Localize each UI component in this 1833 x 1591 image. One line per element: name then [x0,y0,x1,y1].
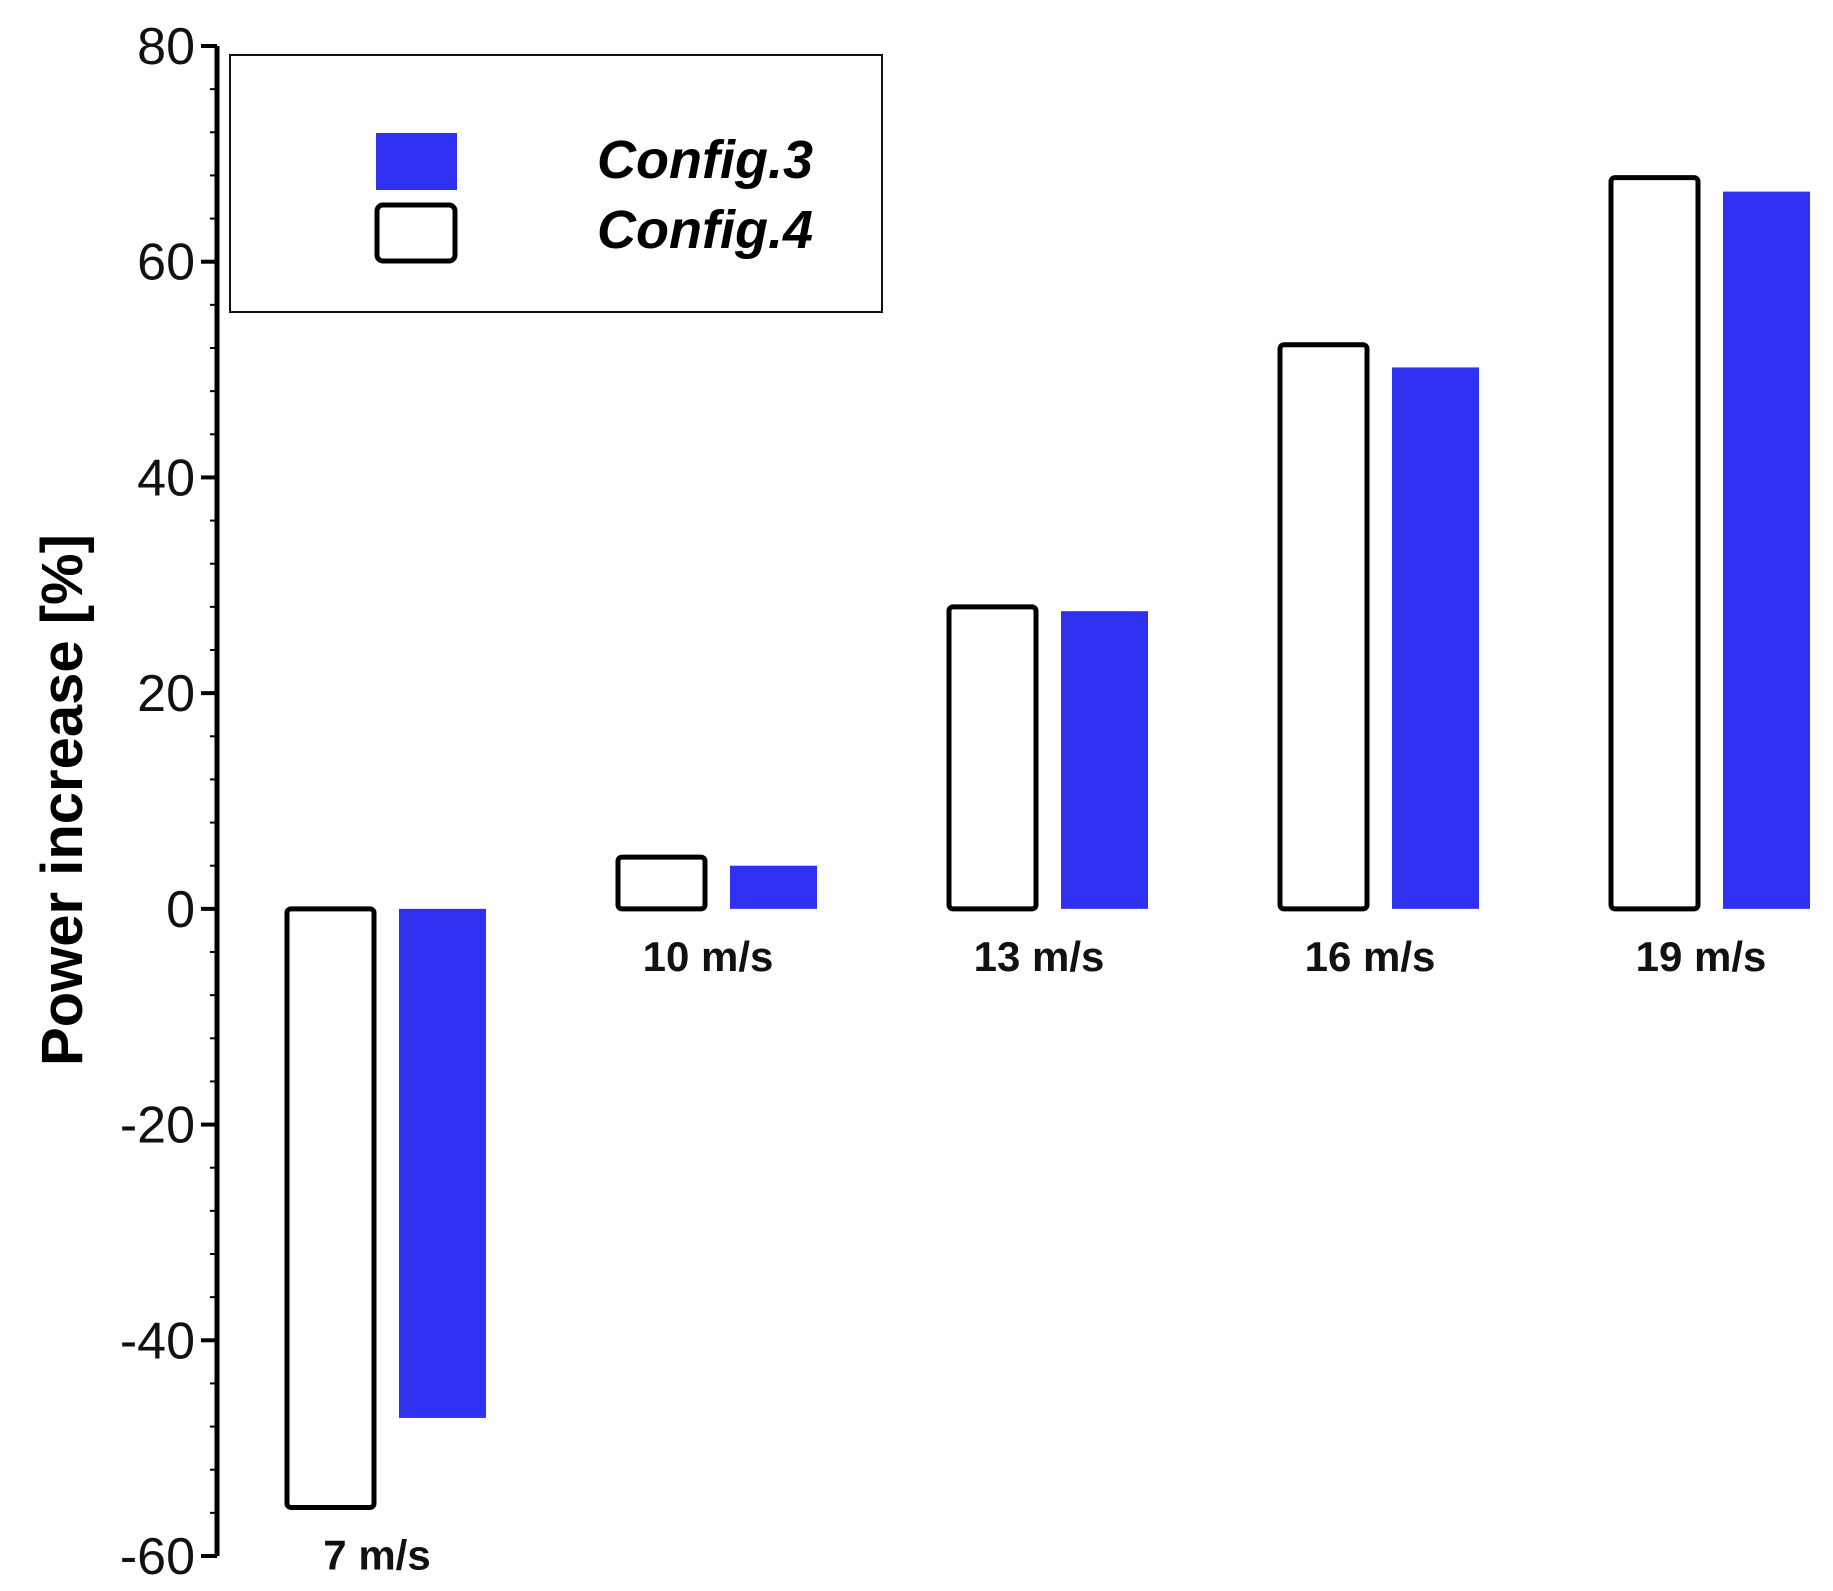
bar-config4-1 [615,854,708,912]
y-tick-label: 0 [166,881,195,939]
legend-swatch-config4 [374,202,458,264]
legend-swatch-config3 [376,133,457,190]
legend-box [229,54,883,313]
y-tick-label: -20 [120,1097,195,1155]
category-labels: 7 m/s 10 m/s 13 m/s 16 m/s 19 m/s [323,933,1766,1579]
category-label: 16 m/s [1305,933,1436,980]
y-tick-label: 80 [137,18,195,76]
y-axis: 80 60 40 20 0 -20 -40 -60 [120,18,220,1586]
y-tick-label: -60 [120,1528,195,1586]
legend: Config.3 Config.4 [229,54,883,313]
y-tick-label: 60 [137,234,195,292]
bar-config4-2 [946,604,1039,912]
category-label: 13 m/s [974,933,1105,980]
bar-config4-0 [284,906,377,1510]
bar-config3-4 [1723,191,1810,909]
category-label: 19 m/s [1636,933,1767,980]
y-tick-label: 40 [137,449,195,507]
y-tick-label: -40 [120,1312,195,1370]
y-tick-label: 20 [137,665,195,723]
bars [284,175,1810,1510]
bar-config3-1 [730,865,817,909]
bar-config3-0 [399,908,486,1418]
y-axis-title: Power increase [%] [30,534,95,1066]
legend-label-config4: Config.4 [597,200,813,260]
bar-config3-2 [1061,611,1148,909]
bar-config4-4 [1608,175,1701,912]
bar-config3-3 [1392,367,1479,909]
category-label: 7 m/s [323,1531,430,1578]
legend-label-config3: Config.3 [597,130,813,190]
category-label: 10 m/s [643,933,774,980]
bar-config4-3 [1277,342,1370,912]
